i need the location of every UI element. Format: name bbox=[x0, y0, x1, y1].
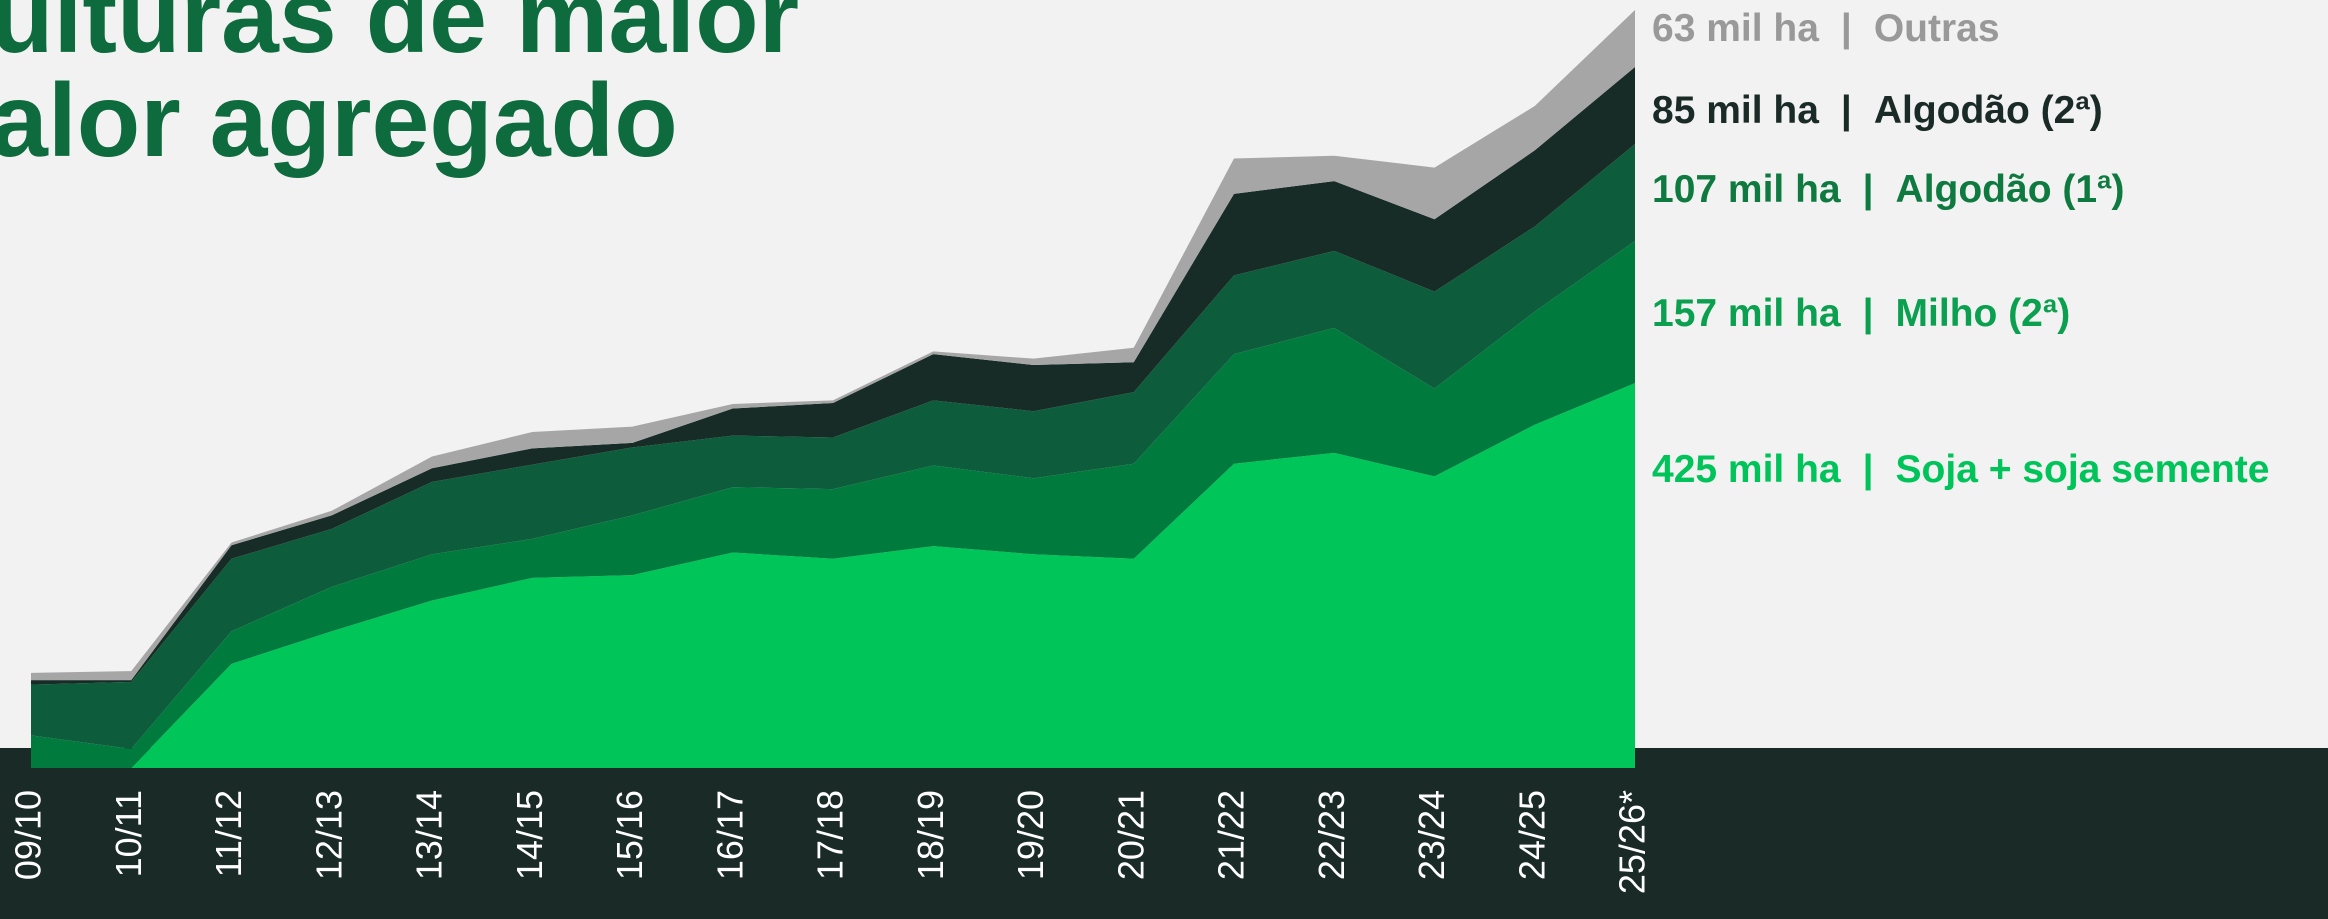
x-tick-label: 12/13 bbox=[308, 790, 349, 880]
legend-name: Algodão (1ª) bbox=[1896, 168, 2125, 211]
legend-name: Milho (2ª) bbox=[1896, 292, 2071, 335]
x-tick-label: 16/17 bbox=[709, 790, 750, 880]
legend-name: Algodão (2ª) bbox=[1874, 89, 2103, 132]
separator: | bbox=[1863, 448, 1874, 491]
x-tick-label: 17/18 bbox=[810, 790, 851, 880]
series-label: 85 mil ha | Algodão (2ª) bbox=[1652, 89, 2103, 132]
value-label: 63 mil ha bbox=[1652, 7, 1819, 50]
area bbox=[31, 10, 1635, 681]
footer-band bbox=[0, 748, 2328, 919]
area bbox=[31, 144, 1635, 749]
areas bbox=[31, 10, 1635, 769]
x-tick-label: 15/16 bbox=[609, 790, 650, 880]
series-label: 63 mil ha | Outras bbox=[1652, 7, 2000, 50]
series-label: 107 mil ha | Algodão (1ª) bbox=[1652, 168, 2124, 211]
separator: | bbox=[1863, 292, 1874, 335]
x-tick-label: 11/12 bbox=[208, 790, 249, 877]
x-tick-label: 18/19 bbox=[910, 790, 951, 880]
x-tick-label: 21/22 bbox=[1211, 790, 1252, 880]
value-label: 425 mil ha bbox=[1652, 448, 1841, 491]
x-tick-label: 14/15 bbox=[509, 790, 550, 880]
legend-name: Outras bbox=[1874, 7, 2000, 50]
area bbox=[31, 240, 1635, 769]
value-label: 85 mil ha bbox=[1652, 89, 1819, 132]
separator: | bbox=[1841, 7, 1852, 50]
value-label: 157 mil ha bbox=[1652, 292, 1841, 335]
x-tick-label: 09/10 bbox=[8, 790, 49, 880]
x-tick-label: 24/25 bbox=[1511, 790, 1552, 880]
x-tick-label: 20/21 bbox=[1110, 790, 1151, 880]
x-tick-label: 22/23 bbox=[1311, 790, 1352, 880]
area bbox=[31, 67, 1635, 685]
area bbox=[31, 383, 1635, 768]
legend-name: Soja + soja semente bbox=[1896, 448, 2270, 491]
x-tick-label: 23/24 bbox=[1411, 790, 1452, 880]
separator: | bbox=[1863, 168, 1874, 211]
x-tick-label: 13/14 bbox=[409, 790, 450, 880]
x-tick-label: 25/26* bbox=[1612, 790, 1653, 894]
series-label: 425 mil ha | Soja + soja semente bbox=[1652, 448, 2269, 491]
value-label: 107 mil ha bbox=[1652, 168, 1841, 211]
title-line: ulturas de maior bbox=[0, 0, 799, 75]
separator: | bbox=[1841, 89, 1852, 132]
x-tick-label: 10/11 bbox=[108, 790, 149, 877]
series-label: 157 mil ha | Milho (2ª) bbox=[1652, 292, 2070, 335]
x-tick-label: 19/20 bbox=[1010, 790, 1051, 880]
title-line: alor agregado bbox=[0, 63, 678, 179]
